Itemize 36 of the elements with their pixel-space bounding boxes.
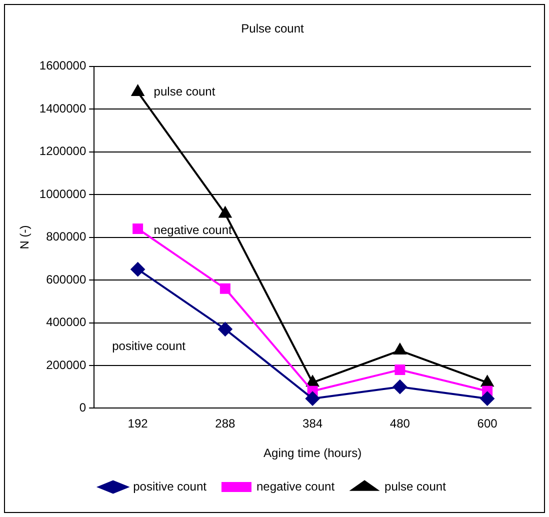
point xyxy=(306,392,320,406)
y-tick-label: 1600000 xyxy=(39,58,86,73)
x-tick-label: 600 xyxy=(477,416,498,431)
x-tick-label: 384 xyxy=(302,416,323,431)
y-tick-label: 1400000 xyxy=(39,101,86,116)
chart-title: Pulse count xyxy=(241,22,305,36)
point xyxy=(394,364,406,375)
point xyxy=(306,376,319,387)
annotation: positive count xyxy=(112,338,186,353)
x-tick-label: 288 xyxy=(215,416,236,431)
x-tick-label: 480 xyxy=(390,416,410,431)
point xyxy=(130,262,145,276)
point xyxy=(218,322,232,336)
point xyxy=(218,206,232,218)
point xyxy=(392,380,407,394)
point xyxy=(132,85,144,96)
legend-label: negative count xyxy=(256,479,336,494)
annotation: negative count xyxy=(154,223,233,238)
point xyxy=(394,344,406,355)
annotation: pulse count xyxy=(154,84,216,98)
y-tick-label: 200000 xyxy=(46,358,86,372)
y-axis-title: N (-) xyxy=(18,225,32,250)
x-axis-title: Aging time (hours) xyxy=(264,446,362,460)
point xyxy=(480,392,494,406)
y-tick-label: 400000 xyxy=(46,315,86,330)
point xyxy=(481,376,494,387)
y-tick-label: 800000 xyxy=(46,230,86,244)
y-tick-label: 1200000 xyxy=(39,144,86,158)
y-tick-label: 600000 xyxy=(46,272,86,286)
legend-label: positive count xyxy=(133,479,208,494)
point xyxy=(132,224,144,234)
x-tick-label: 192 xyxy=(128,416,148,431)
y-tick-label: 0 xyxy=(79,400,86,415)
point xyxy=(220,283,230,294)
legend-label: pulse count xyxy=(384,479,447,494)
y-tick-label: 1000000 xyxy=(39,186,86,201)
